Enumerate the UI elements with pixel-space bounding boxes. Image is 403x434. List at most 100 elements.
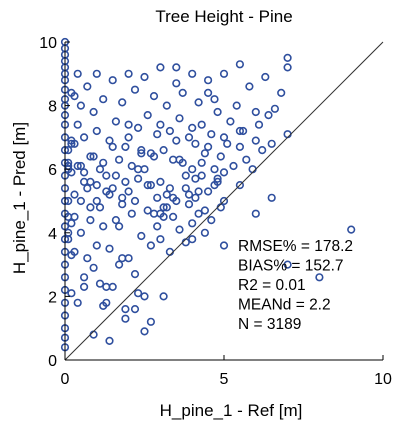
data-point [146,241,155,250]
stats-annotation: RMSE% = 178.2 BIAS% = 152.7 R2 = 0.01 MEANd… [238,238,353,333]
data-point [283,130,292,139]
data-point [137,149,146,158]
data-point [79,282,89,292]
data-point [283,260,292,269]
data-point [153,222,162,231]
data-point [130,305,140,314]
data-point [210,181,219,190]
data-point [121,177,130,186]
data-point [124,187,133,196]
data-point [207,216,216,225]
data-point [159,292,168,301]
data-point [99,301,108,311]
data-point [73,298,82,307]
data-point [102,187,111,196]
x-axis-title: H_pine_1 - Ref [m] [160,401,303,420]
data-point [140,327,149,336]
data-point [242,155,251,164]
data-point [248,165,257,174]
data-point [172,63,181,72]
data-point [76,228,85,237]
data-point [114,260,124,269]
data-point [178,88,187,97]
data-point [73,69,82,78]
data-point [258,146,267,155]
data-point [204,76,213,85]
data-point [140,72,149,82]
y-tick-label: 8 [48,99,57,116]
data-point [235,142,244,151]
data-point [267,193,276,202]
data-point [188,69,197,78]
data-point [118,254,127,263]
data-point [210,95,219,104]
data-point [143,110,152,120]
data-point [70,247,79,256]
data-point [156,209,165,218]
data-point [70,190,79,199]
data-point [118,200,127,209]
data-point [79,273,89,282]
data-point [251,209,260,218]
data-point [267,139,276,148]
data-point [92,181,101,190]
data-point [188,219,197,228]
data-point [175,155,184,164]
y-tick-label: 4 [48,226,57,243]
data-point [207,130,216,139]
data-point [130,270,140,279]
data-point [181,171,190,180]
data-point [162,190,171,199]
data-point [251,136,260,145]
data-point [92,241,101,250]
data-point [143,206,152,215]
data-point [229,161,238,171]
data-point [219,133,229,142]
data-point [270,104,280,113]
data-point [86,152,95,161]
y-axis-title: H_pine_1 - Pred [m] [10,122,29,274]
data-point [204,142,213,151]
stats-line: N = 3189 [238,316,301,333]
data-point [124,120,133,129]
data-point [254,120,264,129]
data-point [83,254,92,263]
data-point [188,235,197,244]
data-point [283,63,292,72]
data-point [134,165,143,174]
data-point [232,101,241,110]
data-point [127,161,136,171]
data-point [347,225,356,234]
data-point [67,136,76,145]
data-point [315,273,324,282]
y-tick-label: 2 [48,289,57,306]
data-point [134,289,143,298]
data-point [197,171,206,180]
data-point [188,123,197,132]
data-point [121,305,130,314]
data-point [216,203,225,212]
data-point [95,165,105,174]
data-point [175,114,184,123]
data-point [111,171,120,180]
data-point [137,146,146,155]
data-point [108,184,117,193]
data-point [156,120,165,129]
data-point [99,95,108,104]
data-point [159,146,168,155]
data-point [184,133,194,142]
data-point [204,187,213,196]
data-point [89,107,98,117]
data-point [165,247,174,256]
data-point [76,101,85,110]
data-point [188,165,197,174]
data-point [181,184,190,193]
data-point [149,91,159,101]
data-point [70,91,79,101]
data-point [108,142,117,151]
data-point [191,174,200,183]
data-point [67,139,76,148]
stats-line: BIAS% = 152.7 [238,258,344,275]
data-point [89,330,98,339]
